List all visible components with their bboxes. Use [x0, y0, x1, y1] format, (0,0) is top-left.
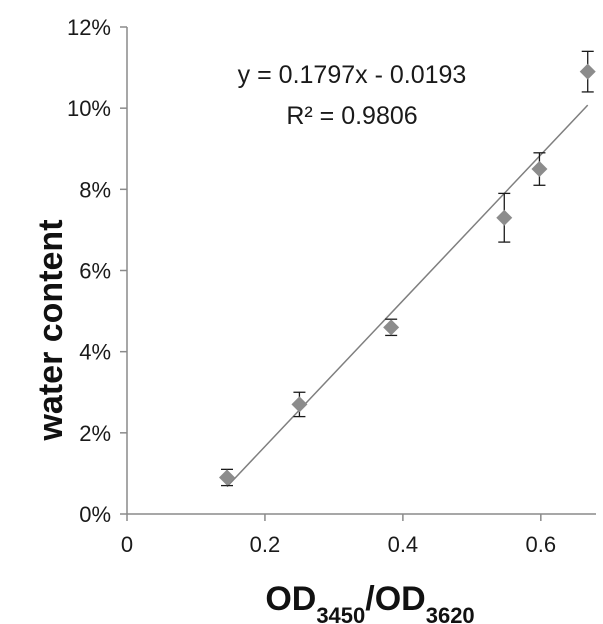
data-point-marker — [496, 209, 513, 226]
axes — [126, 27, 596, 515]
x-label-text: OD — [265, 580, 316, 618]
trendline — [226, 104, 589, 488]
y-tick-label: 10% — [67, 96, 111, 121]
x-tick-label: 0 — [121, 532, 133, 557]
data-points — [219, 63, 596, 486]
x-label-subscript: 3450 — [316, 603, 365, 624]
data-point-marker — [383, 319, 400, 336]
y-axis-label: water content — [32, 219, 70, 441]
trendline-group — [226, 104, 589, 488]
y-tick-label: 8% — [79, 177, 111, 202]
y-tick-label: 0% — [79, 502, 111, 527]
x-tick-label: 0.6 — [526, 532, 557, 557]
y-tick-label: 12% — [67, 15, 111, 40]
y-tick-label: 2% — [79, 421, 111, 446]
data-point-marker — [291, 396, 308, 413]
x-tick-label: 0.2 — [250, 532, 281, 557]
r-squared-label: R² = 0.9806 — [286, 102, 417, 130]
x-label-text: /OD — [365, 580, 425, 618]
trendline-equation: y = 0.1797x - 0.0193 — [238, 61, 467, 89]
y-tick-label: 6% — [79, 259, 111, 284]
data-point-marker — [219, 469, 236, 486]
ticks: 0% 2% 4% 6% 8% 10% 12% 0 0.2 0.4 0.6 — [67, 15, 556, 557]
data-point-marker — [579, 63, 596, 80]
y-tick-label: 4% — [79, 340, 111, 365]
x-tick-label: 0.4 — [388, 532, 419, 557]
x-label-subscript: 3620 — [426, 603, 475, 624]
x-axis-label: OD3450/OD3620 — [265, 580, 474, 624]
data-point-marker — [531, 161, 548, 178]
